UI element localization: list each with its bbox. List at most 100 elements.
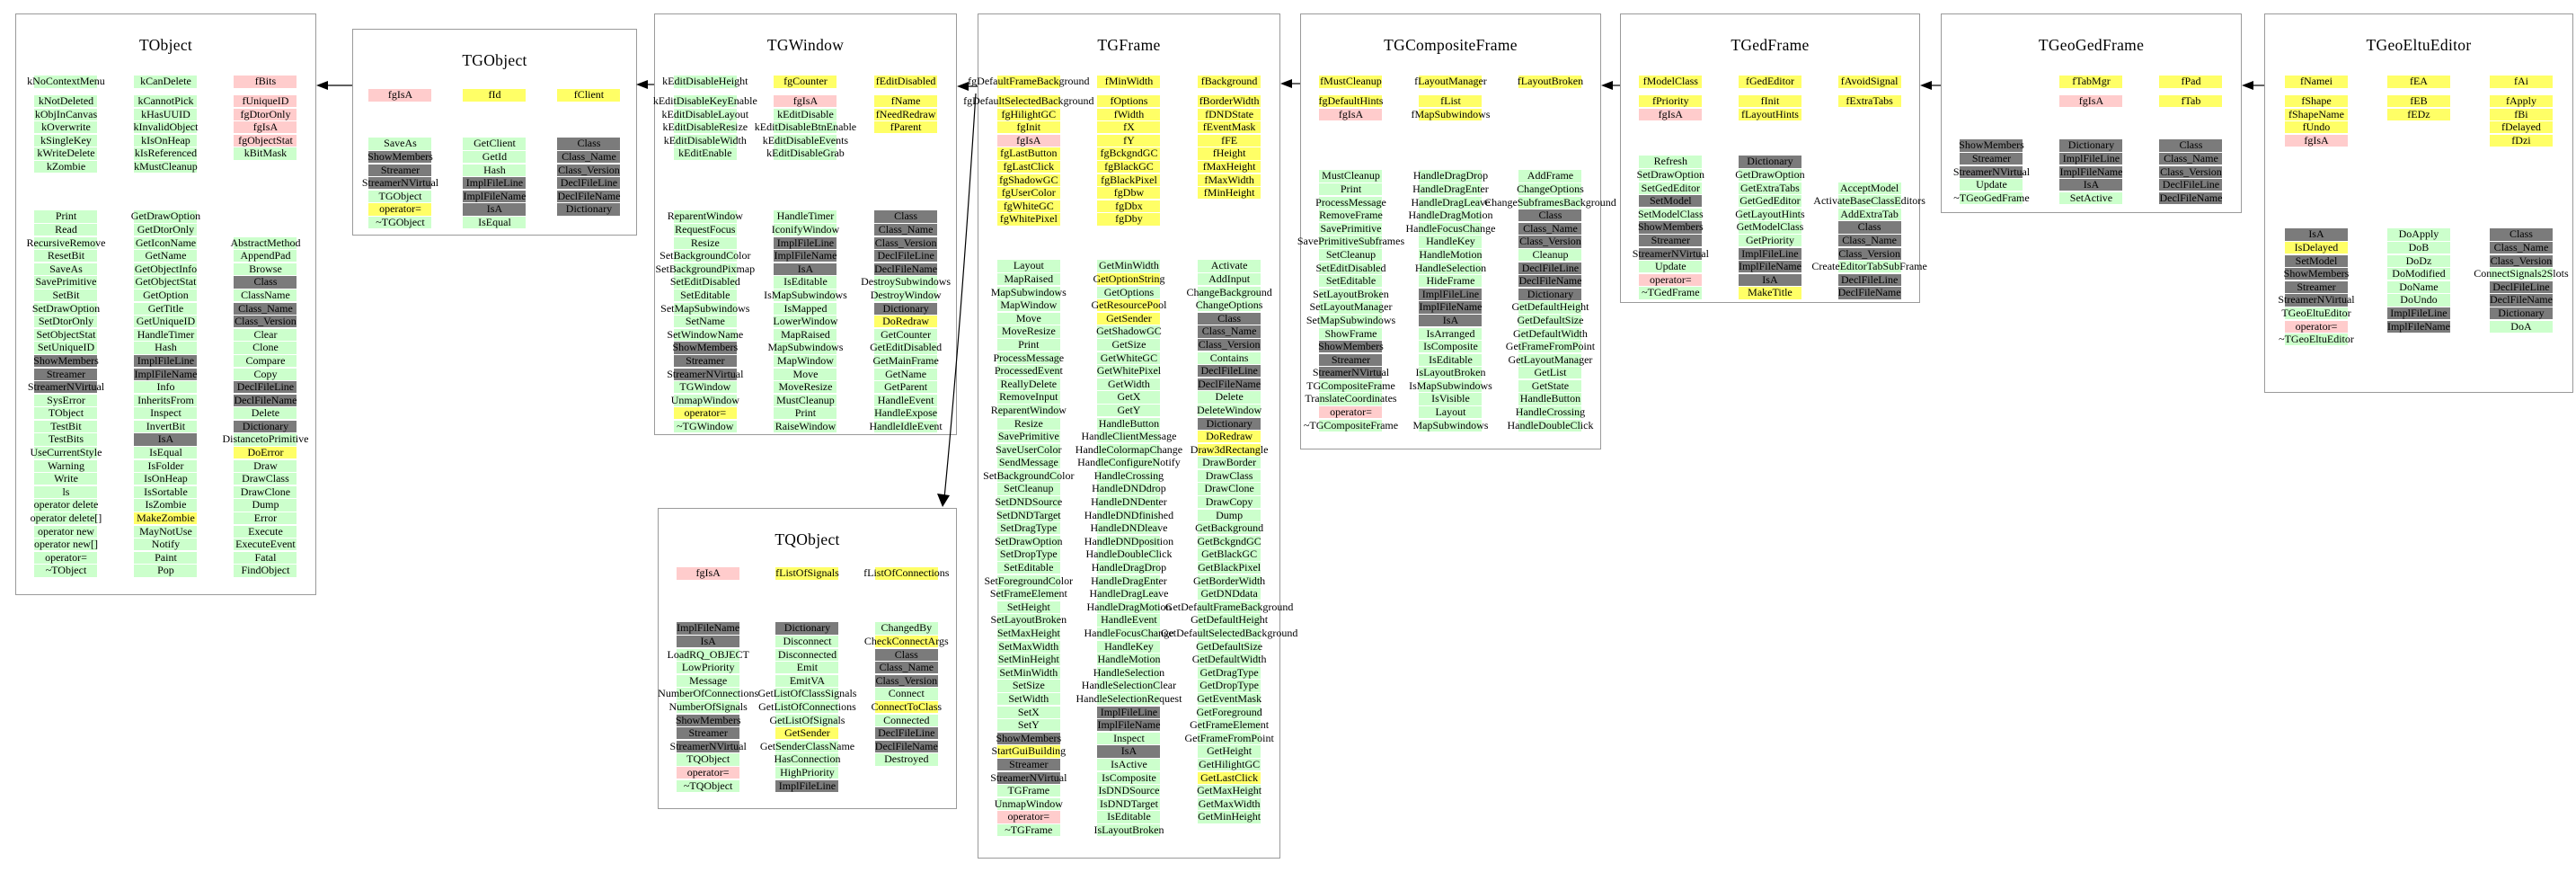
member-cell[interactable]: kEditDisableBtnEnable	[754, 120, 857, 134]
member-cell[interactable]: fId	[463, 89, 527, 102]
member-cell[interactable]: GetY	[1097, 404, 1161, 417]
member-cell[interactable]: ~TGObject	[368, 216, 432, 229]
member-cell[interactable]: SetModel	[1639, 194, 1703, 208]
member-cell[interactable]: fLayoutBroken	[1517, 75, 1584, 88]
member-cell[interactable]: TQObject	[677, 753, 740, 766]
member-cell[interactable]: DoModified	[2386, 267, 2450, 280]
member-cell[interactable]: LoadRQ_OBJECT	[667, 647, 749, 661]
member-cell[interactable]: SetMinWidth	[996, 666, 1060, 679]
member-cell[interactable]: HandleEvent	[1097, 614, 1161, 627]
member-cell[interactable]: CreateEditorTabSubFrame	[1811, 260, 1927, 273]
member-cell[interactable]: MakeTitle	[1738, 287, 1801, 299]
member-cell[interactable]: Print	[1319, 182, 1383, 196]
member-cell[interactable]: fgDtorOnly	[234, 108, 297, 120]
member-cell[interactable]: fgInit	[996, 120, 1060, 134]
member-cell[interactable]: DoA	[2489, 320, 2553, 333]
member-cell[interactable]: GetDrawOption	[130, 209, 201, 223]
member-cell[interactable]: TGWindow	[673, 380, 737, 394]
member-cell[interactable]: SetMinHeight	[996, 653, 1060, 666]
class-title[interactable]: TGCompositeFrame	[1384, 36, 1518, 54]
member-cell[interactable]: kHasUUID	[134, 108, 198, 120]
member-cell[interactable]: ~TGWindow	[673, 420, 737, 433]
member-cell[interactable]: IsDNDTarget	[1097, 797, 1161, 810]
member-cell[interactable]: fgLastButton	[996, 147, 1060, 160]
member-cell[interactable]: MapSubwindows	[990, 285, 1067, 298]
member-cell[interactable]: HandleEvent	[874, 394, 938, 406]
member-cell[interactable]: kWriteDelete	[34, 147, 98, 160]
member-cell[interactable]: DoError	[234, 446, 297, 459]
member-cell[interactable]: ImplFileName	[463, 189, 527, 202]
member-cell[interactable]: GetFrameFromPoint	[1505, 340, 1596, 353]
member-cell[interactable]: Class_Version	[1198, 337, 1261, 352]
member-cell[interactable]: SetDrawOption	[1636, 167, 1704, 182]
member-cell[interactable]: HandleDoubleClick	[1085, 547, 1173, 561]
member-cell[interactable]: GetX	[1097, 391, 1161, 404]
member-cell[interactable]: Print	[34, 210, 98, 223]
member-cell[interactable]: ImplFileLine	[134, 354, 198, 368]
member-cell[interactable]: Dictionary	[1738, 156, 1801, 168]
member-cell[interactable]: kOverwrite	[34, 120, 98, 134]
member-cell[interactable]: AddExtraTab	[1837, 208, 1901, 220]
member-cell[interactable]: ConnectToClass	[871, 699, 943, 714]
member-cell[interactable]: GetSender	[1097, 312, 1161, 325]
member-cell[interactable]: IsOnHeap	[134, 473, 198, 485]
member-cell[interactable]: SetHeight	[996, 601, 1060, 614]
member-cell[interactable]: SetMapSubwindows	[1306, 313, 1396, 327]
member-cell[interactable]: operator=	[677, 766, 740, 779]
member-cell[interactable]: GetSize	[1097, 338, 1161, 352]
member-cell[interactable]: kCanDelete	[134, 76, 198, 88]
member-cell[interactable]: Error	[234, 512, 297, 525]
member-cell[interactable]: fgHilightGC	[996, 108, 1060, 120]
member-cell[interactable]: GetResourcePool	[1091, 298, 1167, 312]
member-cell[interactable]: Streamer	[2284, 280, 2348, 293]
member-cell[interactable]: fgIsA	[1319, 108, 1383, 120]
member-cell[interactable]: SetDtorOnly	[34, 315, 98, 328]
member-cell[interactable]: Clear	[234, 328, 297, 341]
member-cell[interactable]: fgDefaultFrameBackground	[968, 75, 1090, 88]
member-cell[interactable]: Class_Name	[557, 150, 621, 164]
member-cell[interactable]: ~TObject	[34, 565, 98, 577]
member-cell[interactable]: fName	[874, 94, 938, 108]
member-cell[interactable]: IsEditable	[774, 276, 837, 289]
member-cell[interactable]: Resize	[996, 417, 1060, 430]
member-cell[interactable]: Fatal	[234, 551, 297, 565]
member-cell[interactable]: StreamerNVirtual	[669, 739, 747, 752]
member-cell[interactable]: MustCleanup	[1319, 170, 1383, 182]
member-cell[interactable]: ~TGeoGedFrame	[1953, 191, 2030, 204]
member-cell[interactable]: GetSender	[775, 726, 839, 740]
member-cell[interactable]: SetLayoutBroken	[1313, 287, 1389, 300]
member-cell[interactable]: HandleButton	[1518, 392, 1582, 405]
member-cell[interactable]: DoApply	[2386, 228, 2450, 241]
member-cell[interactable]: Browse	[234, 263, 297, 275]
member-cell[interactable]: ShowMembers	[672, 341, 739, 354]
member-cell[interactable]: kEditDisableResize	[662, 120, 748, 134]
member-cell[interactable]: ls	[34, 485, 98, 499]
member-cell[interactable]: Delete	[1198, 391, 1261, 404]
member-cell[interactable]: kEditDisable	[774, 108, 837, 120]
member-cell[interactable]: GetFrameFromPoint	[1184, 731, 1274, 744]
member-cell[interactable]: IsEqual	[134, 446, 198, 459]
member-cell[interactable]: IsA	[1738, 273, 1801, 286]
member-cell[interactable]: GetUniqueID	[134, 315, 198, 328]
member-cell[interactable]: GetWidth	[1097, 378, 1161, 390]
member-cell[interactable]: TObject	[34, 407, 98, 420]
member-cell[interactable]: SetWidth	[996, 692, 1060, 706]
member-cell[interactable]: GetShadowGC	[1096, 325, 1162, 338]
member-cell[interactable]: ~TGeoEltuEditor	[2279, 333, 2354, 346]
member-cell[interactable]: Class_Name	[874, 223, 938, 236]
member-cell[interactable]: kEditDisableGrab	[766, 147, 845, 160]
member-cell[interactable]: operator new	[34, 525, 98, 538]
member-cell[interactable]: Class	[874, 210, 938, 223]
member-cell[interactable]: fgIsA	[368, 89, 432, 102]
member-cell[interactable]: AddFrame	[1518, 170, 1582, 182]
member-cell[interactable]: ChangeSubframesBackground	[1484, 195, 1616, 209]
member-cell[interactable]: HandleDragLeave	[1089, 587, 1169, 601]
member-cell[interactable]: DeclFileName	[557, 189, 621, 202]
member-cell[interactable]: fUndo	[2284, 120, 2348, 134]
member-cell[interactable]: fgShadowGC	[996, 174, 1060, 186]
member-cell[interactable]: ImplFileName	[1097, 718, 1161, 732]
member-cell[interactable]: IsMapSubwindows	[764, 288, 847, 302]
member-cell[interactable]: SetY	[996, 718, 1060, 732]
member-cell[interactable]: StreamerNVirtual	[1952, 165, 2031, 178]
member-cell[interactable]: ShowMembers	[2283, 267, 2350, 280]
